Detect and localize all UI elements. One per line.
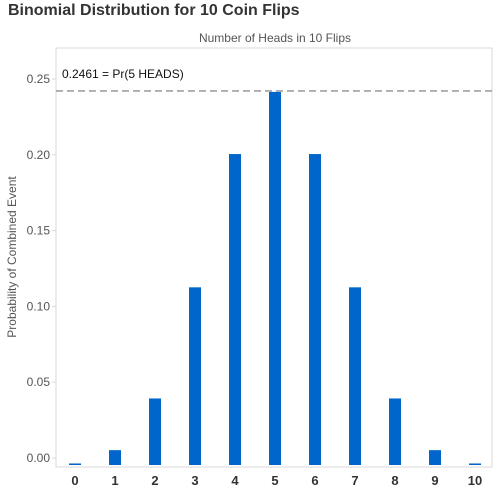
y-tick-label: 0.25 [27,72,51,86]
x-axis-title: Number of Heads in 10 Flips [199,31,351,45]
bar-7 [349,287,361,465]
y-axis-title: Probability of Combined Event [5,176,19,338]
bar-4 [229,154,241,465]
x-tick-label: 5 [271,473,278,488]
y-tick-label: 0.10 [27,299,51,313]
plot-area-frame [55,47,493,468]
x-tick-label: 6 [311,473,318,488]
x-tick-label: 4 [231,473,239,488]
bar-9 [429,450,441,465]
y-tick-label: 0.20 [27,148,51,162]
x-tick-label: 2 [151,473,158,488]
y-tick-label: 0.00 [27,451,51,465]
reference-line-label: 0.2461 = Pr(5 HEADS) [62,67,184,81]
chart-title: Binomial Distribution for 10 Coin Flips [8,2,300,19]
x-tick-label: 0 [71,473,78,488]
bar-1 [109,450,121,465]
x-tick-label: 3 [191,473,198,488]
bar-6 [309,154,321,465]
x-tick-label: 8 [391,473,398,488]
bar-10 [469,463,481,465]
bar-2 [149,398,161,465]
x-tick-label: 9 [431,473,438,488]
x-tick-label: 1 [111,473,118,488]
x-tick-label: 7 [351,473,358,488]
y-tick-label: 0.15 [27,224,51,238]
bar-3 [189,287,201,465]
x-tick-label: 10 [468,473,482,488]
bar-0 [69,463,81,465]
bar-5 [269,91,281,465]
bar-8 [389,398,401,465]
y-tick-label: 0.05 [27,375,51,389]
